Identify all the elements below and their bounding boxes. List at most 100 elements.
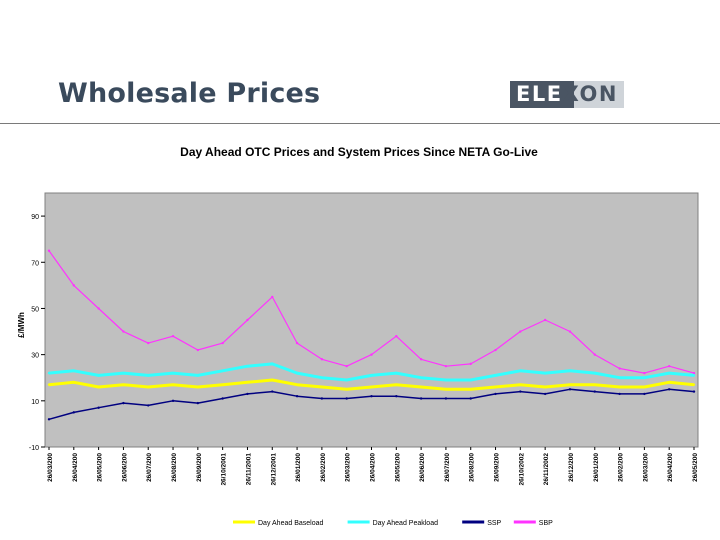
data-point-day-ahead-baseload bbox=[196, 385, 200, 389]
data-point-ssp bbox=[320, 397, 324, 400]
x-tick-label: 26/11/2001 bbox=[245, 453, 252, 486]
data-point-day-ahead-peakload bbox=[246, 364, 249, 368]
y-tick-label: 10 bbox=[31, 399, 39, 406]
logo-light-block bbox=[574, 81, 624, 108]
data-point-ssp bbox=[370, 395, 373, 398]
data-point-sbp bbox=[543, 318, 547, 322]
data-point-day-ahead-peakload bbox=[593, 371, 596, 375]
x-tick-label: 26/05/200 bbox=[692, 453, 699, 482]
data-point-day-ahead-baseload bbox=[246, 381, 249, 384]
slide-title: Wholesale Prices bbox=[58, 78, 321, 109]
logo-text: ELEXON bbox=[510, 81, 624, 108]
data-point-ssp bbox=[519, 390, 522, 393]
data-point-ssp bbox=[72, 411, 76, 414]
data-point-ssp bbox=[295, 395, 299, 398]
x-tick-label: 26/06/200 bbox=[121, 453, 128, 482]
x-tick-label: 26/03/200 bbox=[642, 453, 649, 482]
data-point-day-ahead-baseload bbox=[469, 388, 472, 391]
data-point-day-ahead-baseload bbox=[122, 383, 125, 386]
x-tick-label: 26/10/2001 bbox=[221, 453, 228, 486]
y-tick-label: 90 bbox=[31, 214, 39, 221]
x-tick-label: 26/02/200 bbox=[320, 453, 327, 482]
data-point-day-ahead-peakload bbox=[122, 371, 125, 375]
x-tick-label: 26/08/200 bbox=[171, 453, 178, 482]
x-tick-label: 26/12/200 bbox=[568, 453, 575, 482]
data-point-sbp bbox=[72, 284, 76, 287]
data-point-sbp bbox=[147, 341, 150, 345]
y-tick-label: 30 bbox=[31, 353, 39, 360]
x-tick-label: 26/10/2002 bbox=[518, 453, 525, 486]
data-point-day-ahead-peakload bbox=[196, 374, 200, 377]
data-point-ssp bbox=[593, 390, 596, 393]
data-point-ssp bbox=[345, 397, 348, 400]
data-point-day-ahead-peakload bbox=[47, 371, 51, 375]
data-point-day-ahead-peakload bbox=[147, 374, 150, 377]
data-point-sbp bbox=[345, 364, 348, 368]
data-point-sbp bbox=[593, 353, 596, 356]
data-point-ssp bbox=[543, 392, 547, 396]
y-tick-label: 50 bbox=[31, 306, 39, 313]
data-point-ssp bbox=[246, 392, 249, 396]
data-point-ssp bbox=[494, 392, 497, 396]
data-point-sbp bbox=[469, 362, 472, 366]
data-point-day-ahead-peakload bbox=[419, 376, 423, 379]
data-point-sbp bbox=[692, 371, 696, 375]
data-point-day-ahead-peakload bbox=[72, 369, 76, 372]
data-point-ssp bbox=[122, 401, 125, 405]
x-tick-label: 26/02/200 bbox=[618, 453, 625, 482]
x-tick-label: 26/11/2002 bbox=[543, 453, 550, 486]
y-tick-label: 70 bbox=[31, 260, 39, 267]
data-point-day-ahead-peakload bbox=[395, 371, 398, 375]
x-tick-label: 26/12/2001 bbox=[270, 453, 277, 486]
legend-entry: SBP bbox=[539, 520, 553, 527]
x-tick-label: 26/04/200 bbox=[72, 453, 79, 482]
data-point-day-ahead-peakload bbox=[692, 374, 696, 377]
data-point-day-ahead-baseload bbox=[419, 385, 423, 389]
data-point-sbp bbox=[295, 341, 299, 345]
x-tick-label: 26/04/200 bbox=[667, 453, 674, 482]
data-point-day-ahead-baseload bbox=[97, 385, 100, 389]
data-point-sbp bbox=[97, 307, 100, 310]
data-point-day-ahead-baseload bbox=[692, 383, 696, 386]
x-tick-label: 26/03/200 bbox=[345, 453, 352, 482]
data-point-day-ahead-baseload bbox=[295, 383, 299, 386]
x-tick-label: 26/01/200 bbox=[593, 453, 600, 482]
data-point-day-ahead-baseload bbox=[47, 383, 51, 386]
data-point-day-ahead-baseload bbox=[593, 383, 596, 386]
data-point-sbp bbox=[171, 334, 175, 338]
data-point-sbp bbox=[196, 348, 200, 352]
data-point-sbp bbox=[395, 334, 398, 338]
data-point-day-ahead-peakload bbox=[494, 374, 497, 377]
data-point-sbp bbox=[519, 330, 522, 333]
x-tick-label: 26/08/200 bbox=[469, 453, 476, 482]
data-point-sbp bbox=[221, 341, 224, 345]
data-point-ssp bbox=[667, 388, 671, 391]
data-point-day-ahead-baseload bbox=[618, 385, 621, 389]
x-tick-label: 26/05/200 bbox=[394, 453, 401, 482]
data-point-sbp bbox=[122, 330, 125, 333]
data-point-day-ahead-baseload bbox=[667, 381, 671, 384]
logo-text-left: ELE bbox=[516, 82, 563, 106]
data-point-day-ahead-baseload bbox=[147, 385, 150, 389]
data-point-sbp bbox=[419, 358, 423, 361]
y-axis-label: £/MWh bbox=[17, 312, 26, 338]
data-point-ssp bbox=[221, 397, 224, 400]
data-point-ssp bbox=[171, 399, 175, 403]
x-tick-label: 26/06/200 bbox=[419, 453, 426, 482]
data-point-day-ahead-baseload bbox=[494, 385, 497, 389]
data-point-ssp bbox=[196, 401, 200, 405]
data-point-day-ahead-peakload bbox=[444, 378, 448, 382]
legend-entry: Day Ahead Baseload bbox=[258, 520, 323, 527]
data-point-day-ahead-peakload bbox=[469, 378, 472, 382]
data-point-ssp bbox=[271, 390, 274, 393]
data-point-day-ahead-baseload bbox=[643, 385, 646, 389]
data-point-ssp bbox=[419, 397, 423, 400]
data-point-day-ahead-peakload bbox=[345, 378, 348, 382]
logo-dark-block bbox=[510, 81, 574, 108]
x-tick-label: 26/05/200 bbox=[97, 453, 104, 482]
data-point-day-ahead-baseload bbox=[72, 381, 76, 384]
data-point-sbp bbox=[47, 249, 51, 252]
data-point-day-ahead-peakload bbox=[543, 371, 547, 375]
data-point-ssp bbox=[395, 395, 398, 398]
data-point-day-ahead-baseload bbox=[171, 383, 175, 386]
